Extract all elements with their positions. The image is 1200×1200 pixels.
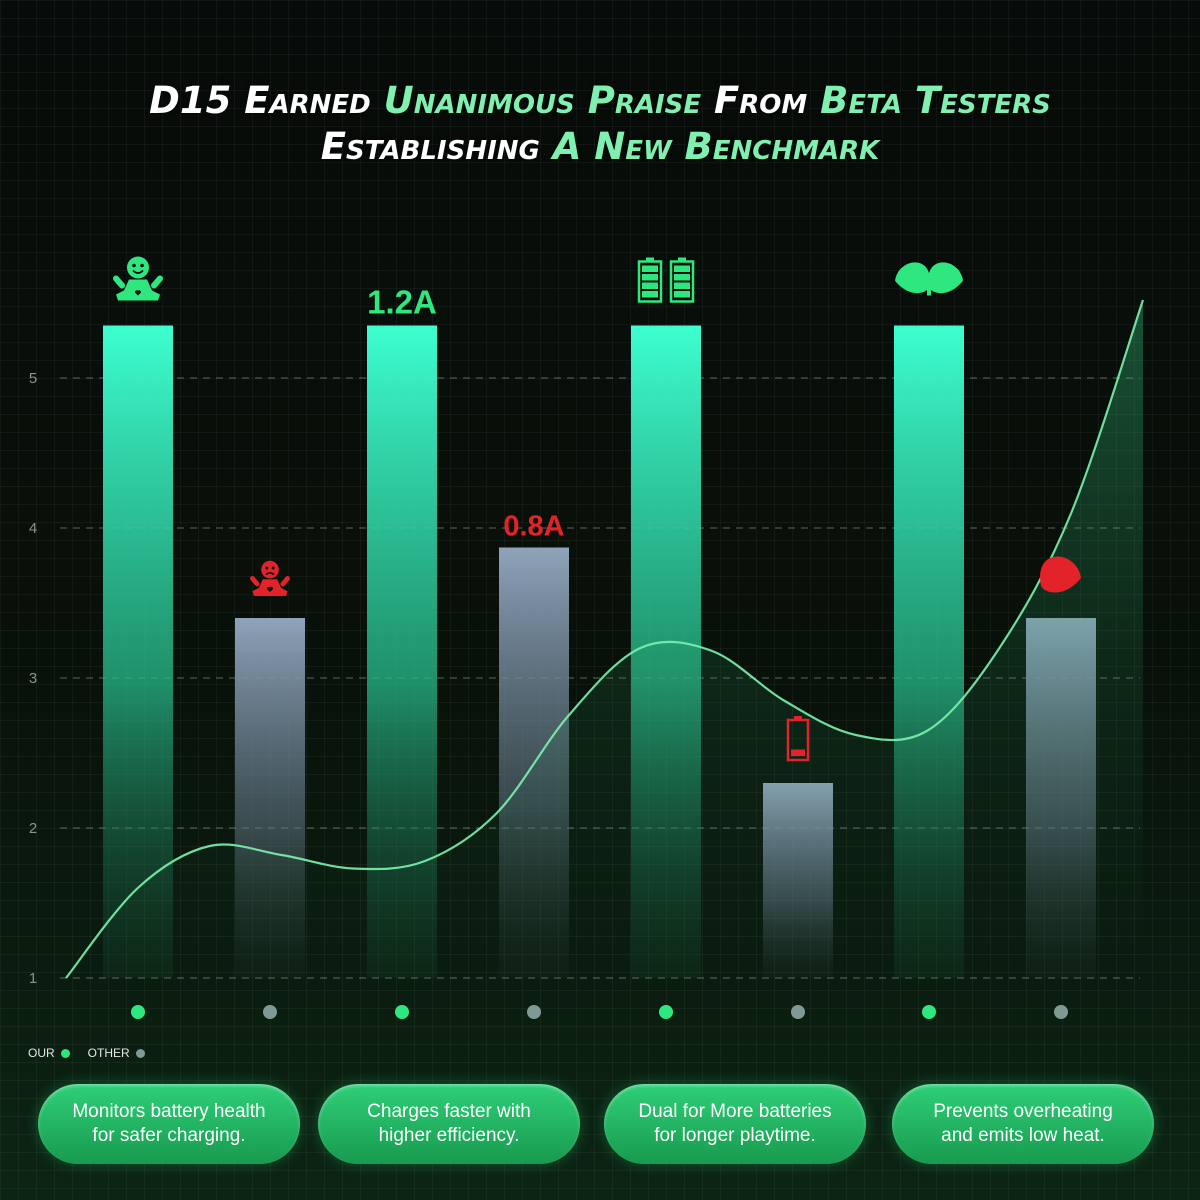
feature-text-line1: Dual for More batteries: [638, 1101, 832, 1122]
battery-cell: [791, 749, 805, 756]
battery-cell: [674, 274, 690, 281]
face-heart: [266, 586, 274, 592]
battery-cap: [678, 257, 686, 262]
battery-body: [637, 260, 663, 303]
leaf-left: [895, 262, 930, 294]
our-dot: [922, 1005, 936, 1019]
title-segment: Beta Testers: [820, 79, 1051, 122]
title-line-1: D15 Earned Unanimous Praise From Beta Te…: [0, 78, 1200, 124]
face-eye: [140, 263, 144, 268]
legend-our-label: OUR: [28, 1046, 55, 1060]
face-head: [127, 256, 149, 279]
battery-cell: [674, 291, 690, 298]
y-tick-label: 2: [29, 820, 37, 837]
face-eye: [132, 263, 136, 268]
bar-value-text: 0.8A: [503, 511, 564, 543]
leaf-icon: [895, 262, 963, 296]
battery-cell: [674, 265, 690, 272]
face-head: [261, 560, 279, 579]
feature-text-line2: higher efficiency.: [378, 1125, 520, 1146]
title-segment: Unanimous Praise: [383, 79, 715, 122]
page-title: D15 Earned Unanimous Praise From Beta Te…: [0, 78, 1200, 170]
face-eye: [271, 566, 275, 570]
low-battery-icon: [786, 716, 810, 762]
feature-text-line2: for safer charging.: [92, 1125, 246, 1146]
face-arm: [113, 275, 163, 289]
battery-cap: [646, 257, 654, 262]
leaf-shape: [1040, 556, 1081, 593]
feature-text-line1: Monitors battery health: [72, 1101, 266, 1122]
y-tick-label: 4: [29, 520, 37, 537]
face-heart: [134, 290, 142, 296]
feature-pill-low-heat: Prevents overheating and emits low heat.: [892, 1084, 1154, 1164]
legend: OUR OTHER: [28, 1046, 163, 1060]
dual-battery-icon: [637, 257, 695, 303]
face-arm: [250, 576, 290, 587]
bar-value-label: 1.2A: [367, 284, 437, 321]
leaf-right: [928, 262, 963, 294]
face-eye: [265, 566, 269, 570]
feature-text-line1: Charges faster with: [367, 1101, 531, 1122]
legend-other-dot: [135, 1048, 145, 1058]
single-leaf-icon: [1040, 556, 1081, 593]
title-segment: A New Benchmark: [552, 125, 880, 168]
feature-text-line1: Prevents overheating: [933, 1101, 1113, 1122]
our-dot: [659, 1005, 673, 1019]
sad-face-icon: [250, 560, 290, 596]
battery-body: [669, 260, 695, 303]
our-dot: [131, 1005, 145, 1019]
bar-value-text: 1.2A: [367, 284, 437, 321]
feature-pill-battery-health: Monitors battery health for safer chargi…: [38, 1084, 300, 1164]
bar-value-label: 0.8A: [503, 511, 564, 543]
feature-text-line2: and emits low heat.: [941, 1125, 1105, 1146]
battery-cell: [642, 265, 658, 272]
battery-cell: [642, 291, 658, 298]
battery-cell: [642, 282, 658, 289]
battery-body: [786, 718, 810, 762]
battery-cell: [642, 274, 658, 281]
y-tick-label: 1: [29, 970, 37, 987]
our-dot: [395, 1005, 409, 1019]
other-dot: [791, 1005, 805, 1019]
other-dot: [1054, 1005, 1068, 1019]
happy-face-icon: [113, 256, 163, 301]
face-body: [116, 279, 160, 301]
battery-cap: [794, 716, 802, 720]
title-segment: D15 Earned: [149, 79, 384, 122]
other-dot: [527, 1005, 541, 1019]
y-tick-label: 3: [29, 670, 37, 687]
feature-text-line2: for longer playtime.: [654, 1125, 816, 1146]
battery-cell: [674, 282, 690, 289]
feature-pill-charging-speed: Charges faster with higher efficiency.: [318, 1084, 580, 1164]
other-dot: [263, 1005, 277, 1019]
title-segment: Establishing: [320, 125, 553, 168]
face-mouth: [265, 571, 275, 576]
trend-area: [66, 300, 1143, 978]
legend-our-dot: [60, 1048, 70, 1058]
title-segment: From: [714, 79, 821, 122]
legend-other-label: OTHER: [87, 1046, 130, 1060]
y-tick-label: 5: [29, 370, 37, 387]
title-line-2: Establishing A New Benchmark: [0, 124, 1200, 170]
trend-line: [65, 299, 1145, 979]
face-mouth: [132, 269, 144, 274]
feature-pill-dual-batteries: Dual for More batteries for longer playt…: [604, 1084, 866, 1164]
